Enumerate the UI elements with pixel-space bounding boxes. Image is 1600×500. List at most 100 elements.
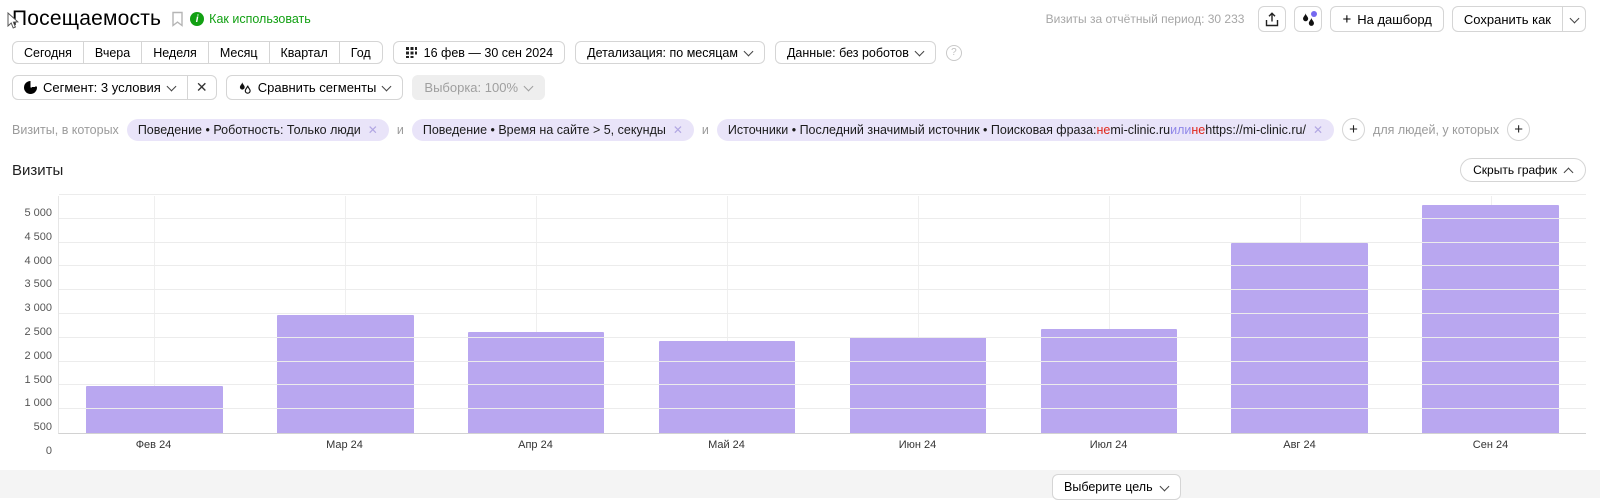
chevron-down-icon [167, 83, 176, 92]
close-icon: ✕ [195, 79, 208, 95]
chart-bar[interactable] [277, 314, 414, 433]
remove-condition-icon[interactable]: ✕ [367, 122, 378, 137]
condition-text: mi-clinic.ru [1110, 122, 1171, 137]
preset-month[interactable]: Месяц [207, 41, 270, 64]
condition-connector: и [701, 122, 709, 137]
preset-yesterday[interactable]: Вчера [82, 41, 143, 64]
visits-chart-section: Визиты Скрыть график 0 500 1 000 1 500 2 000… [12, 158, 1586, 457]
help-icon[interactable]: ? [945, 44, 962, 61]
x-axis-label: Фев 24 [135, 439, 172, 451]
add-people-condition-button[interactable]: + [1507, 118, 1531, 141]
chart-plot [58, 194, 1586, 434]
detail-level-dropdown[interactable]: Детализация: по месяцам [575, 41, 765, 64]
report-period-visits: Визиты за отчётный период: 30 233 [1045, 12, 1245, 26]
y-axis-label: 0 [45, 445, 52, 457]
gridline-vertical [536, 196, 538, 433]
chart-column [823, 196, 1014, 433]
chart-bar[interactable] [467, 331, 605, 433]
chart-bar[interactable] [1040, 329, 1178, 433]
visits-in-which-label: Визиты, в которых [12, 122, 119, 137]
segment-condition-chip[interactable]: Источники • Последний значимый источник … [716, 118, 1335, 141]
segments-compare-button[interactable] [1294, 6, 1323, 32]
compare-drops-icon [239, 81, 251, 94]
data-mode-dropdown[interactable]: Данные: без роботов [774, 41, 936, 64]
x-axis-label: Апр 24 [518, 439, 553, 451]
calendar-grid-icon [405, 47, 417, 58]
date-toolbar: Сегодня Вчера Неделя Месяц Квартал Год 1… [12, 41, 1586, 64]
bookmark-icon[interactable] [171, 11, 184, 27]
chevron-down-icon [1160, 483, 1169, 492]
info-icon: i [190, 12, 205, 26]
goal-footer: Выберите цель [0, 470, 1600, 500]
gridline-horizontal [59, 336, 1586, 338]
chart-bar[interactable] [1231, 243, 1368, 433]
save-as-button[interactable]: Сохранить как [1451, 6, 1563, 32]
condition-text: не [1096, 122, 1111, 137]
header: Посещаемость i Как использовать Визиты з… [12, 6, 1586, 32]
segments-drops-icon [1302, 12, 1314, 26]
remove-condition-icon[interactable]: ✕ [1312, 122, 1324, 137]
filter-chips: Поведение • Роботность: Только люди ✕ и Пов… [126, 118, 1335, 141]
segment-dropdown[interactable]: Сегмент: 3 условия [12, 75, 188, 100]
y-axis-label: 1 000 [24, 397, 52, 410]
y-axis: 0 500 1 000 1 500 2 000 2 500 3 000 3 500 4 000 4… [12, 196, 58, 457]
y-axis-label: 3 500 [24, 278, 52, 291]
save-as-menu-button[interactable] [1562, 6, 1586, 32]
gridline-vertical [345, 196, 347, 433]
compare-segments-dropdown[interactable]: Сравнить сегменты [225, 75, 404, 100]
sampling-dropdown[interactable]: Выборка: 100% [412, 75, 546, 100]
sampling-label: Выборка: 100% [424, 80, 519, 95]
segment-condition-chip[interactable]: Поведение • Время на сайте > 5, секунды ✕ [411, 118, 694, 141]
gridline-horizontal [59, 384, 1586, 386]
preset-week[interactable]: Неделя [141, 41, 209, 64]
chart-bar[interactable] [1422, 205, 1559, 433]
add-visit-condition-button[interactable]: + [1342, 118, 1366, 141]
chart-bar[interactable] [658, 341, 796, 433]
compare-segments-label: Сравнить сегменты [257, 80, 377, 95]
date-range-button[interactable]: 16 фев — 30 сен 2024 [392, 41, 566, 64]
preset-today[interactable]: Сегодня [12, 41, 84, 64]
export-button[interactable] [1258, 6, 1287, 32]
gridline-horizontal [59, 265, 1586, 267]
condition-text: или [1170, 122, 1192, 137]
gridline-vertical [917, 196, 919, 433]
chart-column [1395, 196, 1586, 433]
chevron-down-icon [524, 83, 533, 92]
clear-segment-button[interactable]: ✕ [186, 75, 217, 100]
gridline-horizontal [59, 313, 1586, 314]
chart-column [250, 196, 441, 433]
remove-condition-icon[interactable]: ✕ [672, 122, 683, 137]
add-to-dashboard-button[interactable]: + На дашборд [1330, 6, 1444, 32]
select-goal-label: Выберите цель [1064, 480, 1153, 494]
hide-chart-button[interactable]: Скрыть график [1460, 158, 1586, 182]
condition-text: Поведение • Роботность: Только люди [137, 122, 361, 137]
preset-year[interactable]: Год [338, 41, 383, 64]
add-to-dashboard-label: На дашборд [1357, 11, 1432, 27]
gridline-horizontal [59, 408, 1586, 410]
segment-toolbar: Сегмент: 3 условия ✕ Сравнить сегменты В… [12, 75, 1586, 100]
x-axis-label: Июн 24 [898, 439, 937, 451]
x-axis: Фев 24 Мар 24 Апр 24 Май 24 Июн 24 Июл 24 Авг … [58, 439, 1586, 451]
segment-condition-chip[interactable]: Поведение • Роботность: Только люди ✕ [126, 118, 389, 141]
chart-column [59, 196, 250, 433]
x-axis-label: Июл 24 [1089, 439, 1128, 451]
y-axis-label: 3 000 [24, 302, 52, 315]
condition-text: Поведение • Время на сайте > 5, секунды [422, 122, 666, 137]
y-axis-label: 4 000 [24, 254, 52, 267]
chevron-down-icon [915, 48, 924, 57]
how-to-use-link[interactable]: i Как использовать [190, 12, 311, 26]
for-people-label: для людей, у которых [1373, 122, 1500, 137]
y-axis-label: 2 500 [24, 326, 52, 338]
condition-text: https://mi-clinic.ru/ [1205, 122, 1306, 137]
chevron-down-icon [1570, 15, 1579, 24]
preset-quarter[interactable]: Квартал [268, 41, 340, 64]
x-axis-label: Май 24 [708, 439, 745, 451]
plus-icon: + [1342, 10, 1352, 28]
condition-connector: и [396, 122, 404, 137]
chart-title: Визиты [12, 161, 64, 179]
date-presets: Сегодня Вчера Неделя Месяц Квартал Год [12, 41, 383, 64]
select-goal-dropdown[interactable]: Выберите цель [1052, 474, 1181, 500]
data-mode-label: Данные: без роботов [786, 45, 909, 60]
export-icon [1266, 11, 1279, 26]
chart-bar[interactable] [86, 385, 223, 433]
